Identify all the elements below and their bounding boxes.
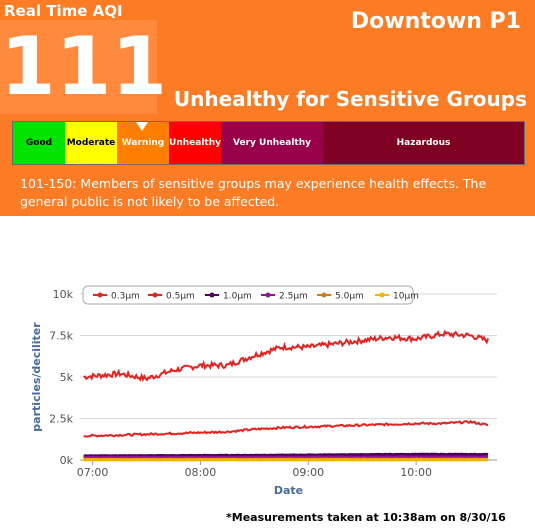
- scale-marker-icon: [136, 122, 148, 131]
- series-line-1: [83, 419, 489, 438]
- aqi-value: 111: [0, 20, 167, 113]
- legend-box: [82, 285, 414, 305]
- legend-marker: [97, 292, 103, 298]
- legend-item: 5.0µm: [335, 292, 364, 302]
- legend-marker: [152, 292, 158, 298]
- y-tick-label: 7.5k: [49, 330, 73, 343]
- x-tick-label: 10:00: [400, 466, 432, 479]
- legend-item: 0.3µm: [111, 292, 140, 302]
- x-tick-label: 09:00: [292, 466, 324, 479]
- legend-item: 10µm: [393, 292, 419, 302]
- aqi-value-box: [0, 20, 157, 114]
- legend-marker: [321, 292, 327, 298]
- scale-segment-good: Good: [13, 122, 65, 164]
- series-line-3: [83, 455, 488, 460]
- realtime-label: Real Time AQI: [4, 2, 123, 20]
- series-line-2: [83, 452, 489, 458]
- aqi-description: 101-150: Members of sensitive groups may…: [20, 176, 487, 209]
- legend-item: 0.5µm: [166, 292, 195, 302]
- x-axis-title: Date: [274, 484, 303, 497]
- y-axis-title: particles/deciliter: [30, 322, 43, 432]
- legend-marker: [209, 292, 215, 298]
- aqi-category: Unhealthy for Sensitive Groups: [173, 87, 527, 111]
- y-tick-label: 2.5k: [49, 413, 73, 426]
- x-tick-label: 08:00: [185, 466, 217, 479]
- y-tick-label: 0k: [60, 454, 74, 467]
- scale-segment-unhealthy: Unhealthy: [169, 122, 221, 164]
- aqi-scale: Good Moderate Warning Unhealthy Very Unhealt…: [12, 121, 525, 165]
- series-line-0: [83, 329, 489, 383]
- scale-segment-hazardous: Hazardous: [323, 122, 524, 164]
- chart-svg: 0k 2.5k 5k 7.5k 10k 07:00 08:00 09:00 10:00 parti…: [30, 285, 497, 497]
- scale-segment-moderate: Moderate: [65, 122, 117, 164]
- y-tick-label: 5k: [60, 371, 74, 384]
- legend-marker: [265, 292, 271, 298]
- particle-chart: 0k 2.5k 5k 7.5k 10k 07:00 08:00 09:00 10:00 parti…: [0, 270, 535, 510]
- station-name: Downtown P1: [350, 9, 521, 34]
- y-tick-label: 10k: [53, 288, 74, 301]
- legend-item: 2.5µm: [279, 292, 308, 302]
- legend-marker: [379, 292, 385, 298]
- scale-segment-very-unhealthy: Very Unhealthy: [221, 122, 323, 164]
- legend-item: 1.0µm: [223, 292, 252, 302]
- footnote: *Measurements taken at 10:38am on 8/30/1…: [226, 511, 506, 524]
- x-tick-label: 07:00: [77, 466, 109, 479]
